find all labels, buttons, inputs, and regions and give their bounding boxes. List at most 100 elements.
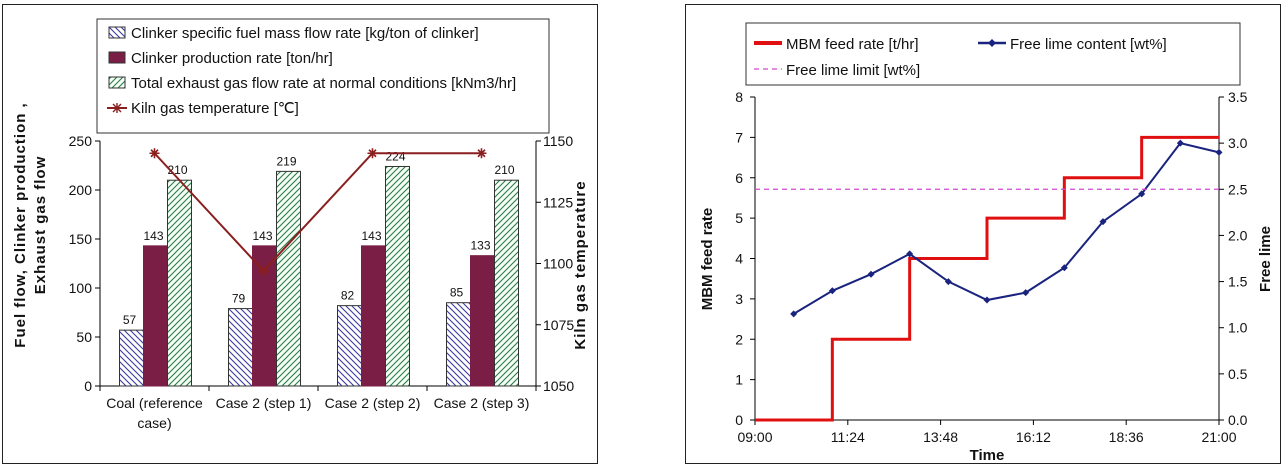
diamond-marker: [1022, 289, 1030, 297]
bar: [361, 245, 386, 387]
diamond-marker: [1215, 148, 1223, 156]
legend-label: MBM feed rate [t/hr]: [786, 36, 919, 53]
y2-tick-label: 2.5: [1228, 181, 1248, 197]
x-tick-label: 21:00: [1201, 429, 1236, 445]
right-chart-panel: 0 1 2 3 4 5 6 7 8 0.0 0.5 1.0 1.5 2.0 2.5 3.0 3.5 09:00 11…: [685, 4, 1281, 464]
legend-label: Clinker production rate [ton/hr]: [131, 50, 333, 67]
bar-data-label: 219: [276, 154, 296, 168]
x-tick-label: 18:36: [1109, 429, 1144, 445]
left-chart-panel: 0 50 100 150 200 250 1050 1075 1100 1125 1150 57 143…: [2, 4, 598, 464]
legend-box: [745, 22, 1241, 86]
y2-tick-label: 3.0: [1228, 135, 1248, 151]
legend-label: Total exhaust gas flow rate at normal co…: [131, 75, 516, 92]
y2-tick-label: 1.0: [1228, 320, 1248, 336]
y2-axis-title: Free lime: [1257, 226, 1274, 292]
y-tick-label: 6: [735, 170, 743, 186]
y2-tick-label: 2.0: [1228, 227, 1248, 243]
diamond-marker: [1176, 139, 1184, 147]
star-strokes: [149, 148, 160, 159]
y-axis-title-line1: Fuel flow, Clinker production ,: [12, 102, 29, 347]
y2-tick-label: 1.5: [1228, 274, 1248, 290]
y-tick-label: 0: [735, 412, 743, 428]
x-tick-label: Case 2 (step 2): [325, 395, 421, 411]
y2-tick-label: 0.5: [1228, 366, 1248, 382]
bar-data-label: 224: [385, 149, 405, 163]
x-tick-label: 11:24: [831, 429, 865, 445]
diamond-marker: [944, 278, 952, 286]
y-tick-label: 100: [69, 280, 93, 296]
y-tick-label: 200: [69, 182, 93, 198]
y2-tick-label: 1050: [543, 378, 574, 394]
free-lime-content-line: [793, 142, 1220, 315]
bar-data-label: 143: [361, 229, 381, 243]
star-strokes: [258, 265, 269, 276]
bar: [470, 255, 495, 387]
diamond-marker: [828, 287, 836, 295]
x-tick-label: 13:48: [923, 429, 958, 445]
bar: [143, 245, 168, 387]
diamond-marker: [1099, 218, 1107, 226]
legend-diamond-marker: [988, 39, 996, 47]
x-tick-label: case): [137, 415, 171, 431]
diamond-marker: [906, 250, 914, 258]
diamond-marker: [867, 270, 875, 278]
bar: [252, 245, 277, 387]
bar-line-chart: 0 50 100 150 200 250 1050 1075 1100 1125 1150 57 143…: [12, 18, 589, 431]
x-tick-label: Case 2 (step 3): [434, 395, 530, 411]
bar-data-label: 210: [494, 163, 514, 177]
bar: [119, 329, 144, 387]
bar-data-label: 133: [470, 239, 490, 253]
time-series-chart: 0 1 2 3 4 5 6 7 8 0.0 0.5 1.0 1.5 2.0 2.5 3.0 3.5 09:00 11…: [699, 22, 1274, 464]
y-tick-label: 0: [84, 378, 92, 394]
y2-tick-label: 1075: [543, 317, 574, 333]
y2-tick-label: 1150: [543, 133, 573, 149]
y2-tick-label: 1100: [543, 256, 573, 272]
x-axis-title: Time: [970, 447, 1005, 463]
bar-data-label: 143: [143, 229, 163, 243]
bar-data-label: 82: [341, 289, 355, 303]
diamond-marker: [983, 296, 991, 304]
y-tick-label: 1: [735, 372, 743, 388]
x-tick-label: Coal (reference: [106, 395, 203, 411]
y2-axis-title: Kiln gas temperature: [572, 180, 589, 349]
legend-star-marker: [112, 103, 122, 113]
bar-data-label: 57: [123, 313, 137, 327]
kiln-temperature-line: [153, 152, 482, 273]
bar-data-label: 143: [252, 229, 272, 243]
legend-swatch: [108, 51, 126, 64]
bar: [385, 165, 410, 387]
legend-label: Free lime limit [wt%]: [786, 62, 920, 79]
star-strokes: [476, 148, 487, 159]
x-tick-label: 16:12: [1016, 429, 1051, 445]
y-tick-label: 2: [735, 331, 743, 347]
y-tick-label: 8: [735, 89, 743, 105]
y-tick-label: 3: [735, 291, 743, 307]
legend: Clinker specific fuel mass flow rate [kg…: [96, 18, 550, 134]
bar: [276, 170, 301, 387]
diamond-marker: [1060, 264, 1068, 272]
y-tick-label: 250: [69, 133, 93, 149]
y-tick-label: 150: [69, 231, 93, 247]
legend-box: [96, 18, 550, 134]
legend-swatch: [108, 26, 126, 39]
y2-tick-label: 3.5: [1228, 89, 1248, 105]
bar: [228, 308, 253, 387]
legend-label: Free lime content [wt%]: [1010, 36, 1167, 53]
diamond-marker: [790, 310, 798, 318]
bar-data-label: 79: [232, 292, 246, 306]
y-tick-label: 5: [735, 210, 743, 226]
y-tick-label: 7: [735, 129, 743, 145]
legend-label: Kiln gas temperature [℃]: [131, 100, 299, 117]
star-marker: [476, 148, 487, 159]
legend: MBM feed rate [t/hr] Free lime content [w…: [745, 22, 1241, 86]
bar: [167, 179, 192, 387]
bar: [337, 305, 362, 387]
x-tick-label: Case 2 (step 1): [216, 395, 312, 411]
bar-data-label: 85: [450, 286, 464, 300]
x-tick-label: 09:00: [737, 429, 772, 445]
y2-tick-label: 1125: [543, 194, 573, 210]
legend-label: Clinker specific fuel mass flow rate [kg…: [131, 25, 479, 42]
mbm-feed-rate-line: [755, 135, 1219, 422]
star-marker: [367, 148, 378, 159]
legend-swatch: [108, 76, 126, 89]
